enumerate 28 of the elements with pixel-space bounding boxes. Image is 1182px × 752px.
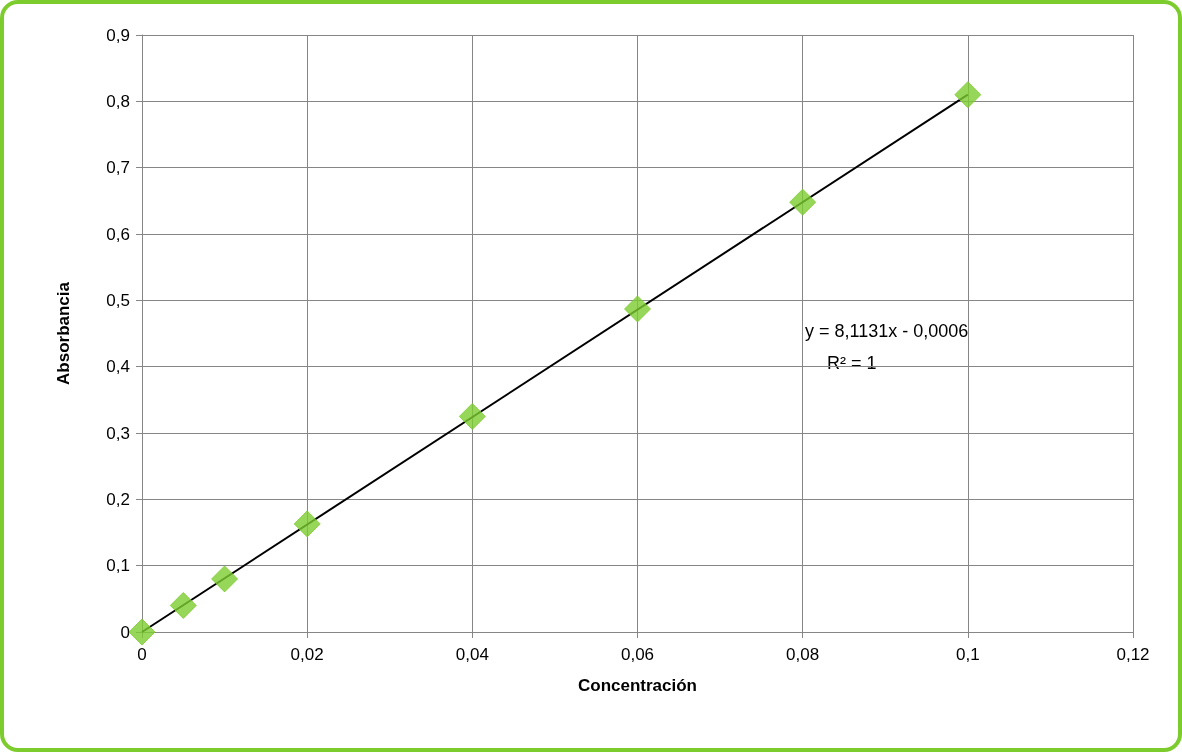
y-tick-label: 0,2: [106, 489, 130, 509]
point: [128, 618, 156, 646]
point: [293, 510, 321, 538]
y-tick-label: 0,5: [106, 290, 130, 310]
x-tick-label: 0,12: [1116, 645, 1150, 664]
y-tick-label: 0,4: [106, 357, 130, 377]
x-tick-label: 0,06: [620, 645, 655, 664]
point: [624, 295, 651, 323]
point: [954, 81, 982, 109]
y-tick-label: 0,8: [106, 91, 130, 111]
annotation: y = 8,1131x - 0,0006: [805, 321, 969, 341]
point: [458, 402, 486, 430]
y-tick-label: 0,6: [106, 224, 130, 244]
point: [169, 591, 197, 619]
x-axis-title: Concentración: [577, 676, 698, 695]
x-tick-label: 0,04: [455, 645, 489, 664]
x-tick-label: 0,08: [786, 645, 820, 664]
y-tick-label: 0: [120, 622, 130, 642]
y-tick-label: 0,1: [106, 556, 130, 576]
y-tick-label: 0,9: [106, 25, 130, 45]
x-tick-label: 0,1: [956, 645, 980, 664]
y-tick-label: 0,7: [106, 158, 130, 178]
x-tick-label: 0,02: [290, 645, 324, 664]
y-axis-title: Absorbancia: [54, 281, 73, 385]
point: [789, 188, 817, 216]
x-tick-label: 0: [137, 645, 147, 664]
y-tick-label: 0,3: [106, 423, 130, 443]
point: [211, 565, 239, 593]
